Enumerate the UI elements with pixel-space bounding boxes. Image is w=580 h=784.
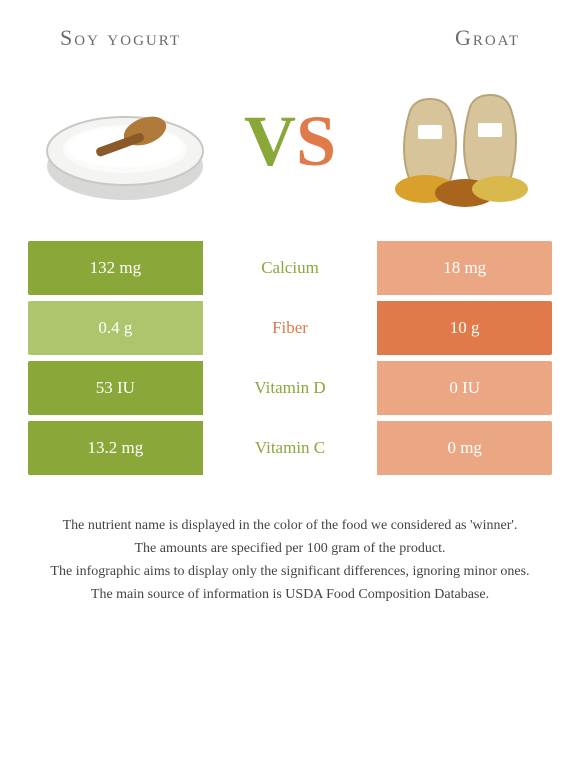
- note-line: The nutrient name is displayed in the co…: [40, 515, 540, 536]
- hero-row: VS: [0, 61, 580, 241]
- left-value: 13.2 mg: [28, 421, 203, 475]
- right-value: 0 mg: [377, 421, 552, 475]
- nutrient-table: 132 mg Calcium 18 mg 0.4 g Fiber 10 g 53…: [28, 241, 552, 475]
- table-row: 132 mg Calcium 18 mg: [28, 241, 552, 295]
- table-row: 13.2 mg Vitamin C 0 mg: [28, 421, 552, 475]
- right-food-title: Groat: [455, 25, 520, 51]
- note-line: The main source of information is USDA F…: [40, 584, 540, 605]
- nutrient-name: Vitamin D: [203, 361, 378, 415]
- left-value: 53 IU: [28, 361, 203, 415]
- right-value: 0 IU: [377, 361, 552, 415]
- left-value: 132 mg: [28, 241, 203, 295]
- title-row: Soy yogurt Groat: [0, 0, 580, 61]
- table-row: 53 IU Vitamin D 0 IU: [28, 361, 552, 415]
- vs-s: S: [296, 101, 336, 181]
- left-value: 0.4 g: [28, 301, 203, 355]
- right-food-image: [370, 71, 540, 211]
- left-food-image: [40, 71, 210, 211]
- left-food-title: Soy yogurt: [60, 25, 181, 51]
- nutrient-name: Fiber: [203, 301, 378, 355]
- table-row: 0.4 g Fiber 10 g: [28, 301, 552, 355]
- right-value: 18 mg: [377, 241, 552, 295]
- note-line: The amounts are specified per 100 gram o…: [40, 538, 540, 559]
- nutrient-name: Calcium: [203, 241, 378, 295]
- vs-v: V: [244, 101, 296, 181]
- note-line: The infographic aims to display only the…: [40, 561, 540, 582]
- vs-label: VS: [244, 105, 336, 177]
- nutrient-name: Vitamin C: [203, 421, 378, 475]
- footnotes: The nutrient name is displayed in the co…: [40, 515, 540, 605]
- right-value: 10 g: [377, 301, 552, 355]
